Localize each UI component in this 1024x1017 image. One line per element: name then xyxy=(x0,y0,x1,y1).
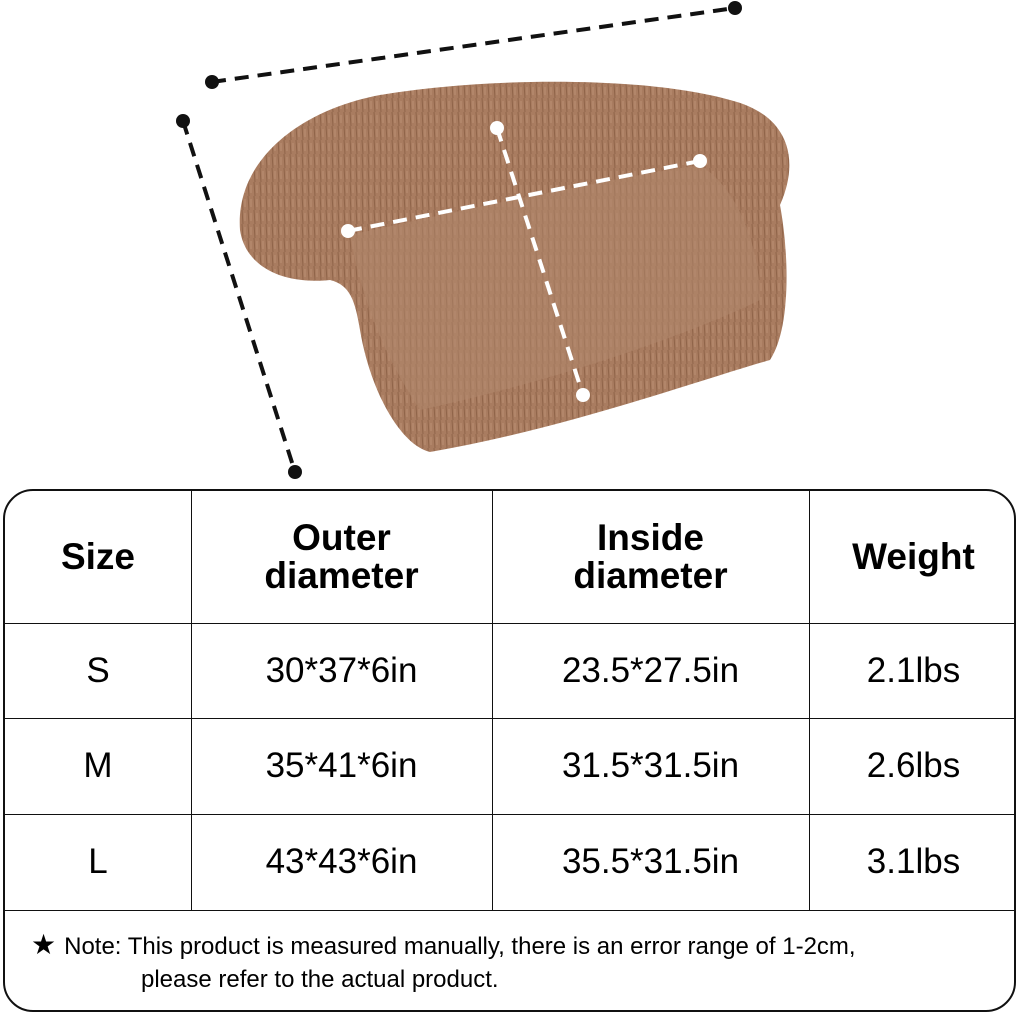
note-line-2: please refer to the actual product. xyxy=(141,966,499,993)
row-s-inside: 23.5*27.5in xyxy=(561,650,740,690)
dimension-lines xyxy=(181,6,736,473)
size-table: Size Outer diameter Inside diameter Weig… xyxy=(3,489,1016,1012)
star-icon: ★ xyxy=(31,929,57,960)
row-s-outer: 30*37*6in xyxy=(265,650,418,690)
row-m-inside: 31.5*31.5in xyxy=(561,746,740,785)
header-weight: Weight xyxy=(852,536,975,577)
row-m-size: M xyxy=(83,746,113,785)
row-l-outer: 43*43*6in xyxy=(265,842,418,881)
header-size: Size xyxy=(60,536,136,577)
inner-width-line xyxy=(347,159,701,233)
row-m-outer: 35*41*6in xyxy=(265,746,418,785)
header-outer-line2: diameter xyxy=(264,555,419,596)
header-inside-line2: diameter xyxy=(573,555,728,596)
measurement-note: ★ Note: This product is measured manually… xyxy=(31,928,856,996)
row-s-size: S xyxy=(86,650,110,690)
row-s-weight: 2.1lbs xyxy=(866,650,961,690)
inner-depth-line xyxy=(495,127,585,396)
bed-cushion xyxy=(350,165,760,410)
row-l-weight: 3.1lbs xyxy=(866,842,961,881)
row-l-size: L xyxy=(88,842,108,881)
depth-dimension-line xyxy=(181,120,297,473)
note-line-1: Note: This product is measured manually,… xyxy=(64,933,856,960)
row-m-weight: 2.6lbs xyxy=(866,746,961,785)
header-inside-line1: Inside xyxy=(597,517,704,558)
header-outer-diameter: Outer diameter xyxy=(191,491,492,623)
pet-bed-illustration xyxy=(176,1,790,479)
header-outer-line1: Outer xyxy=(292,517,391,558)
header-inside-diameter: Inside diameter xyxy=(492,491,809,623)
width-dimension-line xyxy=(211,6,736,84)
row-l-inside: 35.5*31.5in xyxy=(561,842,740,881)
